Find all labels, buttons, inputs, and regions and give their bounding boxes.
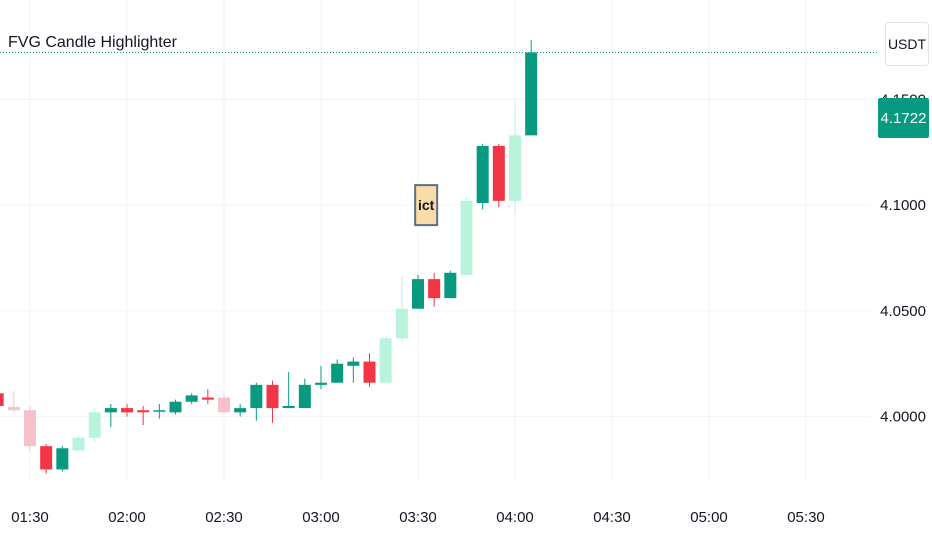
candle-body xyxy=(282,405,295,409)
candle-up xyxy=(234,403,247,417)
y-tick-label: 4.0500 xyxy=(880,303,926,320)
candle-body xyxy=(24,410,36,447)
x-tick-label: 04:00 xyxy=(496,509,534,526)
candle-down xyxy=(428,272,441,307)
last-price-tag: 4.1722 xyxy=(878,98,929,138)
candle-body xyxy=(88,412,101,438)
candle-body xyxy=(347,361,360,366)
candle-up xyxy=(56,446,69,472)
indicator-title: FVG Candle Highlighter xyxy=(8,34,177,51)
candle-body xyxy=(121,408,133,413)
candle-down xyxy=(7,391,20,413)
candle-up xyxy=(412,274,424,309)
y-tick-label: 4.1000 xyxy=(880,197,926,214)
candle-body xyxy=(379,338,392,383)
candle-up xyxy=(525,40,538,136)
candle-body xyxy=(412,279,424,309)
candle-body xyxy=(169,401,182,413)
candle-body xyxy=(525,52,538,136)
x-tick-label: 03:30 xyxy=(399,509,437,526)
x-tick-label: 05:00 xyxy=(690,509,728,526)
candle-up xyxy=(88,408,101,442)
candles xyxy=(0,40,538,474)
candle-up xyxy=(282,372,295,409)
candle-body xyxy=(201,397,214,400)
candle-body xyxy=(476,145,489,203)
annotations: ict xyxy=(414,184,439,227)
time-axis[interactable]: 01:30 02:00 02:30 03:00 03:30 04:00 04:30 05:00… xyxy=(11,509,825,526)
candle-up xyxy=(250,382,263,421)
candle-body xyxy=(218,397,230,413)
candle-up xyxy=(347,357,360,383)
candle-body xyxy=(0,393,4,406)
x-tick-label: 05:30 xyxy=(787,509,825,526)
candle-body xyxy=(363,361,376,383)
candle-body xyxy=(315,382,327,385)
candle-up xyxy=(185,393,198,404)
candle-up xyxy=(395,277,408,343)
candle-up xyxy=(169,399,182,415)
x-tick-label: 04:30 xyxy=(593,509,631,526)
candle-up xyxy=(476,143,489,210)
x-tick-label: 02:30 xyxy=(205,509,243,526)
candle-down xyxy=(363,353,376,387)
candle-down xyxy=(0,393,4,406)
candle-down xyxy=(201,389,214,404)
candle-down xyxy=(40,444,53,474)
candle-up xyxy=(104,403,117,428)
x-tick-label: 02:00 xyxy=(108,509,146,526)
candle-body xyxy=(298,384,311,409)
candle-down xyxy=(121,403,133,417)
candle-down xyxy=(218,393,230,415)
candle-down xyxy=(492,143,505,208)
candle-body xyxy=(72,437,85,451)
candle-down xyxy=(266,380,279,423)
annotation-text: ict xyxy=(418,197,435,213)
grid-lines xyxy=(0,0,870,480)
candle-body xyxy=(331,363,344,383)
candle-body xyxy=(185,395,198,402)
candle-up xyxy=(460,196,473,275)
candle-body xyxy=(40,446,53,470)
candle-body xyxy=(428,279,441,299)
candle-down xyxy=(24,405,36,453)
candle-body xyxy=(104,408,117,413)
candle-up xyxy=(298,378,311,409)
candle-down xyxy=(137,405,150,426)
candle-body xyxy=(444,272,457,299)
candle-body xyxy=(395,308,408,339)
candle-body xyxy=(492,145,505,201)
candle-body xyxy=(266,384,279,409)
candle-up xyxy=(509,101,521,214)
candle-up xyxy=(153,403,166,419)
candle-up xyxy=(444,270,457,299)
candle-body xyxy=(153,410,166,412)
candle-up xyxy=(315,365,327,390)
annotation-box xyxy=(414,184,439,227)
candle-up xyxy=(72,435,85,451)
candle-body xyxy=(56,448,69,470)
candle-body xyxy=(460,200,473,275)
currency-button[interactable]: USDT xyxy=(885,22,929,66)
candle-body xyxy=(250,384,263,409)
candle-body xyxy=(509,135,521,201)
candle-body xyxy=(234,408,247,413)
y-tick-label: 4.0000 xyxy=(880,409,926,426)
candle-body xyxy=(137,410,150,413)
x-tick-label: 03:00 xyxy=(302,509,340,526)
candle-body xyxy=(7,407,20,411)
x-tick-label: 01:30 xyxy=(11,509,49,526)
candle-up xyxy=(331,359,344,383)
candle-up xyxy=(379,336,392,383)
annotation-label: ict xyxy=(414,184,439,227)
